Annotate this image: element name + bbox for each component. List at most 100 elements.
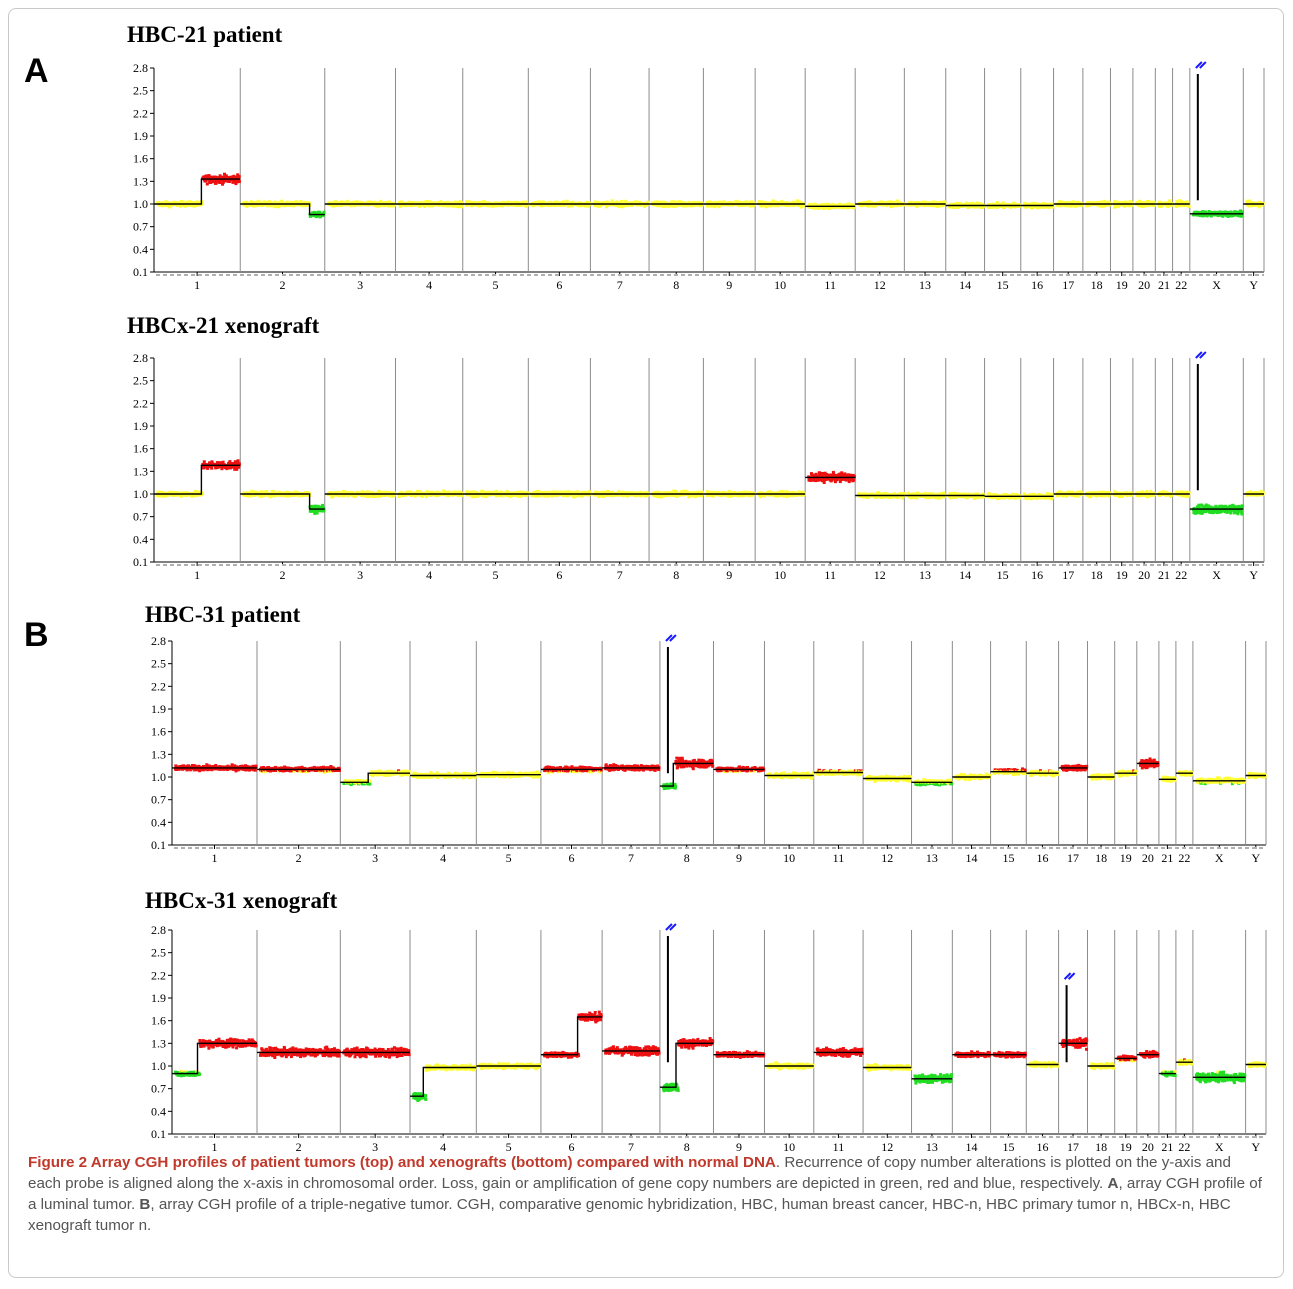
x-tick-label: 9 bbox=[726, 568, 732, 582]
probe-point bbox=[1257, 205, 1261, 209]
chart-title-hbcx21-xenograft: HBCx-21 xenograft bbox=[127, 313, 320, 338]
probe-point bbox=[423, 203, 427, 207]
probe-point bbox=[860, 204, 864, 208]
probe-point bbox=[646, 200, 650, 204]
x-tick-label: 20 bbox=[1138, 278, 1150, 292]
probe-point bbox=[420, 494, 424, 498]
probe-point bbox=[1218, 210, 1222, 214]
y-tick-label: 1.6 bbox=[133, 442, 148, 456]
probe-point bbox=[816, 206, 820, 210]
probe-point bbox=[454, 200, 457, 204]
probe-point bbox=[229, 466, 233, 469]
probe-point bbox=[802, 203, 806, 207]
probe-point bbox=[1153, 203, 1157, 207]
probe-point bbox=[215, 461, 219, 465]
probe-point bbox=[852, 203, 856, 207]
probe-point bbox=[1170, 203, 1174, 207]
probe-point bbox=[680, 201, 684, 205]
y-tick-label: 2.2 bbox=[133, 106, 148, 120]
x-tick-label: 19 bbox=[1116, 278, 1128, 292]
probe-point bbox=[218, 174, 222, 178]
y-tick-label: 0.4 bbox=[133, 242, 148, 256]
probe-point bbox=[234, 182, 238, 186]
probe-point bbox=[943, 201, 947, 205]
probe-point bbox=[237, 180, 241, 184]
probe-point bbox=[774, 200, 778, 204]
x-tick-label: 11 bbox=[824, 568, 836, 582]
y-tick-label: 1.6 bbox=[133, 152, 148, 166]
x-tick-label: 8 bbox=[673, 568, 679, 582]
y-tick-label: 2.5 bbox=[133, 374, 148, 388]
x-tick-label: Y bbox=[1249, 568, 1258, 582]
y-tick-label: 2.5 bbox=[133, 84, 148, 98]
probe-point bbox=[273, 200, 277, 204]
chart-title-hbc21-patient: HBC-21 patient bbox=[127, 22, 283, 47]
probe-point bbox=[1130, 201, 1134, 205]
amplification-marker bbox=[1195, 61, 1203, 69]
probe-point bbox=[458, 205, 462, 209]
probe-point bbox=[1001, 201, 1005, 205]
x-tick-label: 12 bbox=[874, 568, 886, 582]
probe-point bbox=[228, 180, 232, 183]
probe-point bbox=[1249, 204, 1253, 208]
probe-point bbox=[419, 490, 422, 494]
x-tick-label: 22 bbox=[1175, 278, 1187, 292]
probe-point bbox=[204, 179, 208, 183]
probe-point bbox=[791, 200, 795, 204]
x-tick-label: 17 bbox=[1062, 568, 1074, 582]
probe-point bbox=[377, 489, 381, 493]
x-tick-label: 16 bbox=[1031, 568, 1043, 582]
x-tick-label: 17 bbox=[1062, 278, 1074, 292]
probe-point bbox=[220, 467, 224, 471]
probe-point bbox=[237, 175, 241, 178]
probe-point bbox=[179, 200, 183, 203]
probe-point bbox=[798, 200, 802, 204]
probe-point bbox=[915, 204, 919, 208]
probe-point bbox=[554, 200, 558, 204]
probe-point bbox=[939, 200, 943, 204]
y-tick-label: 0.7 bbox=[133, 220, 148, 234]
segment-line-chr-2 bbox=[240, 203, 325, 216]
probe-point bbox=[393, 203, 397, 207]
probe-point bbox=[318, 215, 322, 219]
probe-point bbox=[210, 460, 214, 464]
probe-point bbox=[221, 180, 225, 184]
x-tick-label: 7 bbox=[617, 278, 623, 292]
amplification-marker bbox=[1199, 61, 1207, 69]
probe-point bbox=[218, 181, 222, 184]
x-tick-label: 18 bbox=[1091, 568, 1103, 582]
probe-point bbox=[206, 466, 210, 470]
probe-point bbox=[209, 181, 213, 184]
probe-point bbox=[1051, 205, 1055, 209]
probe-point bbox=[1237, 214, 1241, 218]
probe-point bbox=[322, 509, 326, 513]
probe-point bbox=[713, 205, 717, 209]
x-tick-label: 6 bbox=[556, 568, 562, 582]
x-tick-label: 1 bbox=[194, 568, 200, 582]
probe-point bbox=[221, 182, 224, 186]
probe-point bbox=[379, 490, 383, 494]
y-tick-label: 0.1 bbox=[133, 265, 148, 279]
probe-point bbox=[431, 204, 435, 208]
probe-point bbox=[231, 180, 235, 184]
probe-point bbox=[1051, 202, 1054, 206]
probe-point bbox=[408, 490, 412, 494]
x-tick-label: 16 bbox=[1031, 278, 1043, 292]
probe-point bbox=[1241, 210, 1244, 214]
probe-point bbox=[232, 174, 236, 178]
probe-point bbox=[207, 174, 211, 178]
probe-group-chr-1 bbox=[156, 172, 241, 209]
segment-line-chr-1 bbox=[154, 464, 241, 495]
probe-point bbox=[257, 199, 261, 203]
probe-point bbox=[1073, 204, 1077, 208]
x-tick-label: 4 bbox=[426, 568, 432, 582]
probe-point bbox=[236, 459, 240, 463]
y-tick-label: 0.1 bbox=[133, 555, 148, 569]
y-tick-label: 2.8 bbox=[133, 351, 148, 365]
cgh-plot-hbcx21-xenograft: 2.82.52.21.91.61.31.00.70.40.11 2 3 4 5 6 7 8 9 1… bbox=[133, 351, 1265, 582]
probe-point bbox=[697, 201, 701, 205]
probe-point bbox=[235, 467, 239, 471]
x-tick-label: 10 bbox=[774, 568, 786, 582]
probe-point bbox=[1070, 204, 1074, 208]
x-tick-label: Y bbox=[1249, 278, 1258, 292]
